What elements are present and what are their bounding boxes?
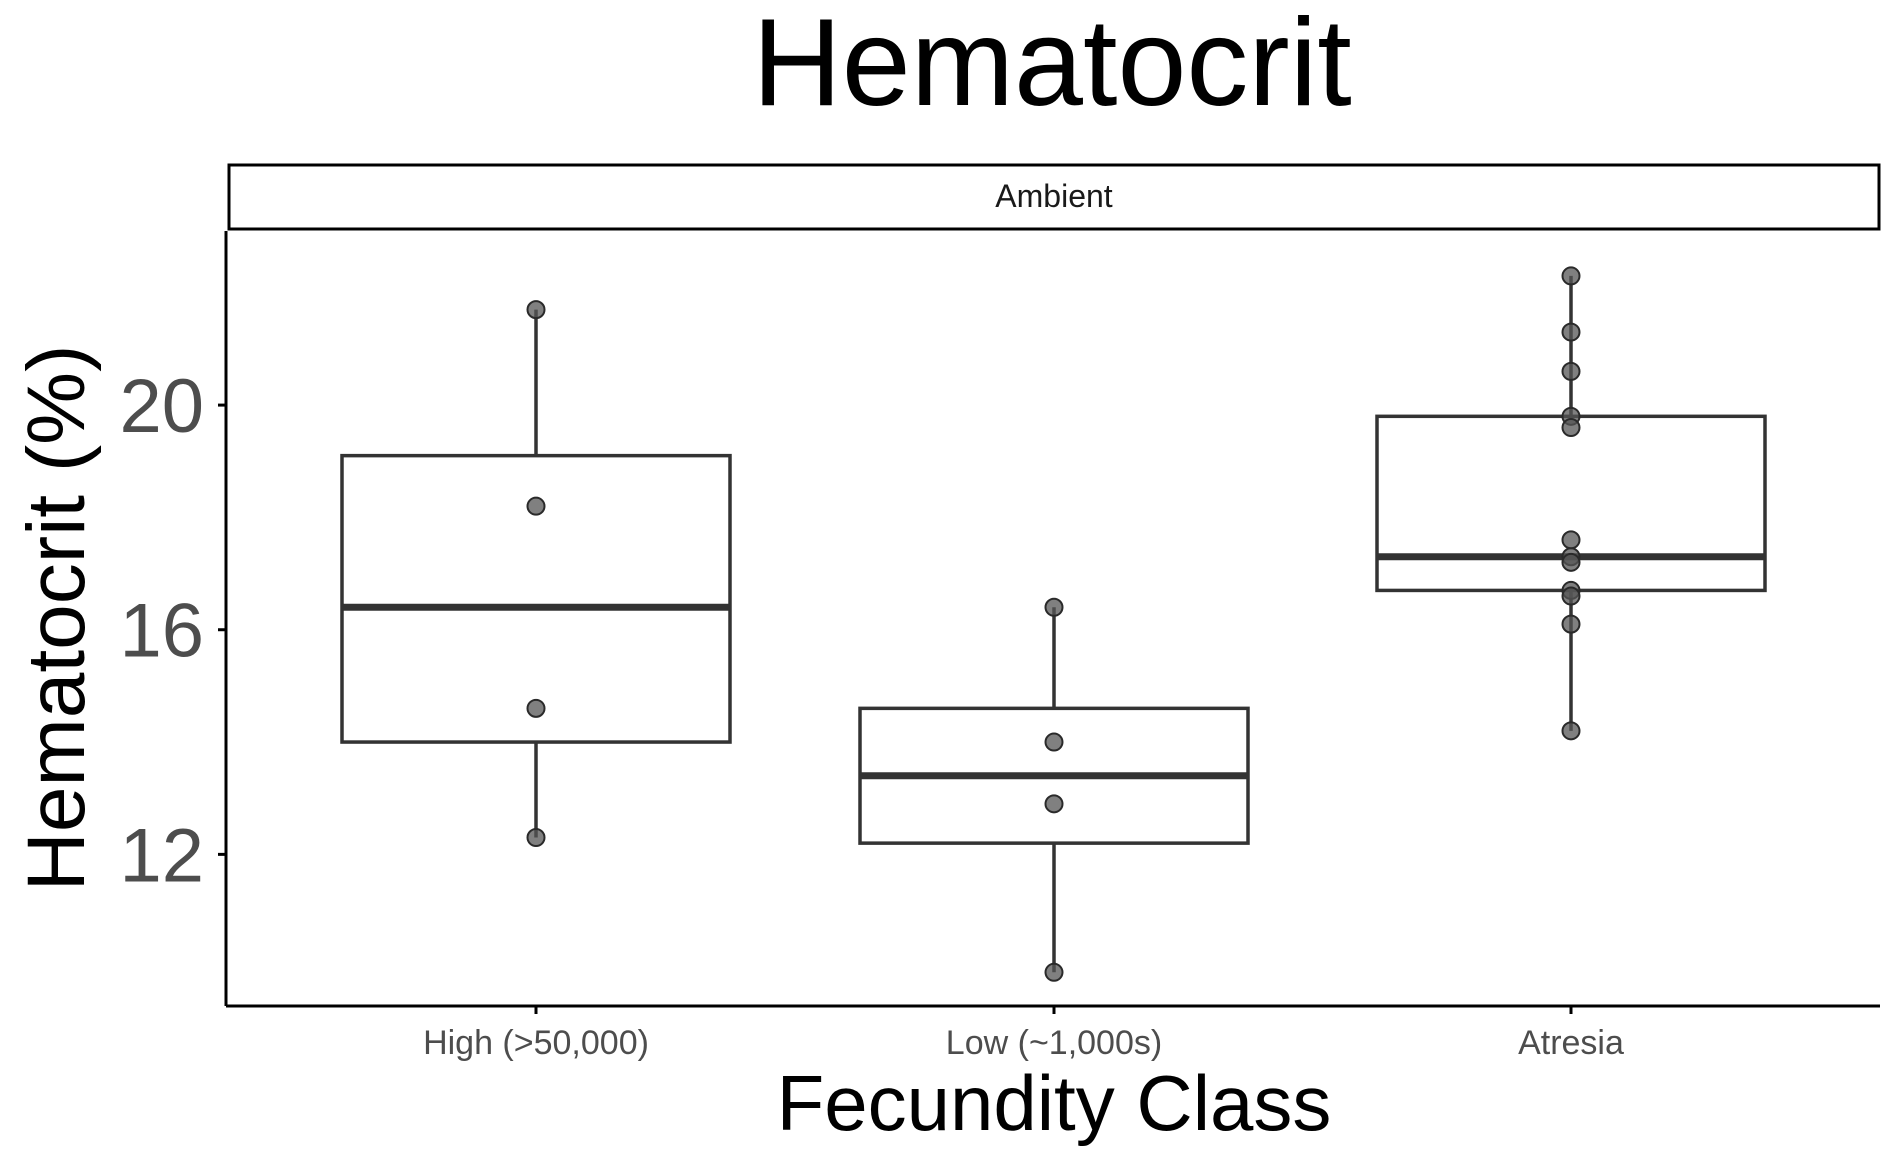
data-point-3-6 — [1561, 530, 1581, 550]
y-tick-label: 20 — [119, 364, 204, 449]
box-1-iqr-box — [340, 453, 732, 744]
x-tick-label: High (>50,000) — [423, 1024, 649, 1062]
data-point-1-1 — [526, 300, 546, 320]
data-point-1-4 — [526, 828, 546, 848]
data-point-2-1 — [1044, 597, 1064, 617]
data-point-1-3 — [526, 698, 546, 718]
data-point-3-10 — [1561, 586, 1581, 606]
data-point-3-5 — [1561, 418, 1581, 438]
data-point-1-2 — [526, 496, 546, 516]
data-point-3-3 — [1561, 361, 1581, 381]
plot-marks — [340, 266, 1767, 982]
facet-strip — [227, 163, 1881, 231]
y-ticks: 12 16 20 — [119, 364, 226, 898]
y-tick-label: 16 — [119, 589, 204, 674]
data-point-3-12 — [1561, 721, 1581, 741]
data-point-3-11 — [1561, 614, 1581, 634]
facet-strip-label: Ambient — [995, 178, 1113, 214]
data-point-2-3 — [1044, 794, 1064, 814]
data-point-3-8 — [1561, 552, 1581, 572]
data-point-3-1 — [1561, 266, 1581, 286]
x-tick-label: Atresia — [1518, 1024, 1624, 1062]
data-point-2-2 — [1044, 732, 1064, 752]
chart-title: Hematocrit — [752, 0, 1351, 132]
y-tick-label: 12 — [119, 813, 204, 898]
x-tick-label: Low (~1,000s) — [946, 1024, 1162, 1062]
data-point-3-2 — [1561, 322, 1581, 342]
y-axis-title: Hematocrit (%) — [11, 345, 102, 892]
x-axis-title: Fecundity Class — [777, 1059, 1332, 1147]
x-ticks: High (>50,000) Low (~1,000s) Atresia — [423, 1006, 1624, 1062]
data-point-2-4 — [1044, 962, 1064, 982]
